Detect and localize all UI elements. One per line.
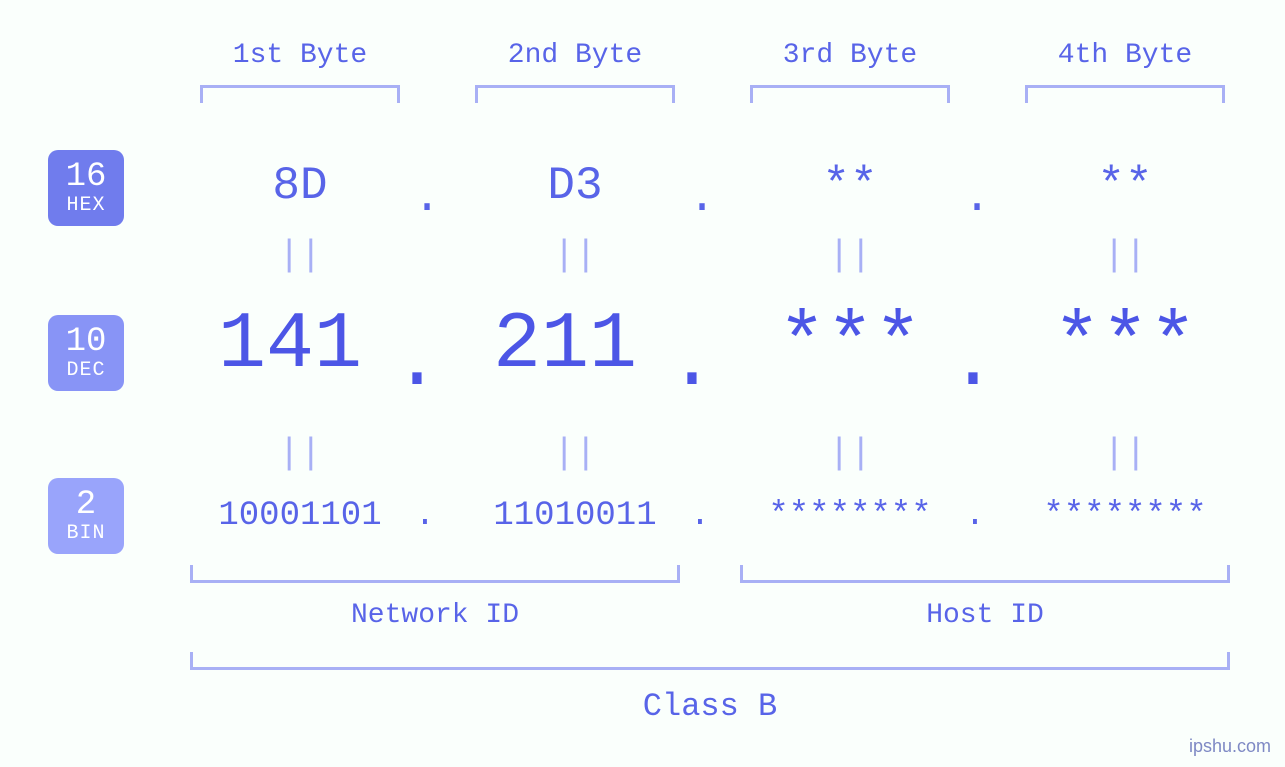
hex-byte-4: ** — [1005, 160, 1245, 212]
byte-bracket-1 — [200, 85, 400, 103]
bin-dot-2: . — [680, 497, 720, 535]
byte-bracket-2 — [475, 85, 675, 103]
network-id-bracket — [190, 565, 680, 583]
dec-dot-2: . — [664, 318, 720, 409]
bin-byte-4: ******** — [990, 497, 1260, 535]
dec-byte-3: *** — [720, 300, 980, 391]
equals-2-3: || — [730, 433, 970, 474]
bin-byte-1: 10001101 — [165, 497, 435, 535]
hex-byte-1: 8D — [180, 160, 420, 212]
equals-2-2: || — [455, 433, 695, 474]
byte-bracket-4 — [1025, 85, 1225, 103]
dec-badge-txt: DEC — [66, 360, 105, 381]
equals-2-4: || — [1005, 433, 1245, 474]
equals-1-2: || — [455, 235, 695, 276]
byte-header-2: 2nd Byte — [455, 40, 695, 71]
byte-header-4: 4th Byte — [1005, 40, 1245, 71]
host-id-label: Host ID — [740, 600, 1230, 631]
hex-byte-2: D3 — [455, 160, 695, 212]
bin-byte-2: 11010011 — [440, 497, 710, 535]
bin-dot-3: . — [955, 497, 995, 535]
dec-dot-1: . — [389, 318, 445, 409]
hex-badge-num: 16 — [66, 160, 107, 196]
equals-1-3: || — [730, 235, 970, 276]
byte-bracket-3 — [750, 85, 950, 103]
dec-badge-num: 10 — [66, 325, 107, 361]
equals-1-4: || — [1005, 235, 1245, 276]
network-id-label: Network ID — [190, 600, 680, 631]
hex-dot-3: . — [949, 172, 1005, 224]
class-label: Class B — [190, 688, 1230, 725]
byte-header-1: 1st Byte — [180, 40, 420, 71]
byte-header-3: 3rd Byte — [730, 40, 970, 71]
watermark: ipshu.com — [1189, 736, 1271, 757]
bin-dot-1: . — [405, 497, 445, 535]
hex-badge-txt: HEX — [66, 195, 105, 216]
dec-dot-3: . — [945, 318, 1001, 409]
hex-badge: 16 HEX — [48, 150, 124, 226]
hex-dot-1: . — [399, 172, 455, 224]
bin-byte-3: ******** — [715, 497, 985, 535]
dec-badge: 10 DEC — [48, 315, 124, 391]
dec-byte-2: 211 — [435, 300, 695, 391]
hex-dot-2: . — [674, 172, 730, 224]
bin-badge-txt: BIN — [66, 523, 105, 544]
host-id-bracket — [740, 565, 1230, 583]
bin-badge-num: 2 — [76, 488, 96, 524]
bin-badge: 2 BIN — [48, 478, 124, 554]
dec-byte-1: 141 — [160, 300, 420, 391]
equals-1-1: || — [180, 235, 420, 276]
ip-representation-diagram: 1st Byte 2nd Byte 3rd Byte 4th Byte 16 H… — [0, 0, 1285, 767]
class-bracket — [190, 652, 1230, 670]
dec-byte-4: *** — [995, 300, 1255, 391]
equals-2-1: || — [180, 433, 420, 474]
hex-byte-3: ** — [730, 160, 970, 212]
